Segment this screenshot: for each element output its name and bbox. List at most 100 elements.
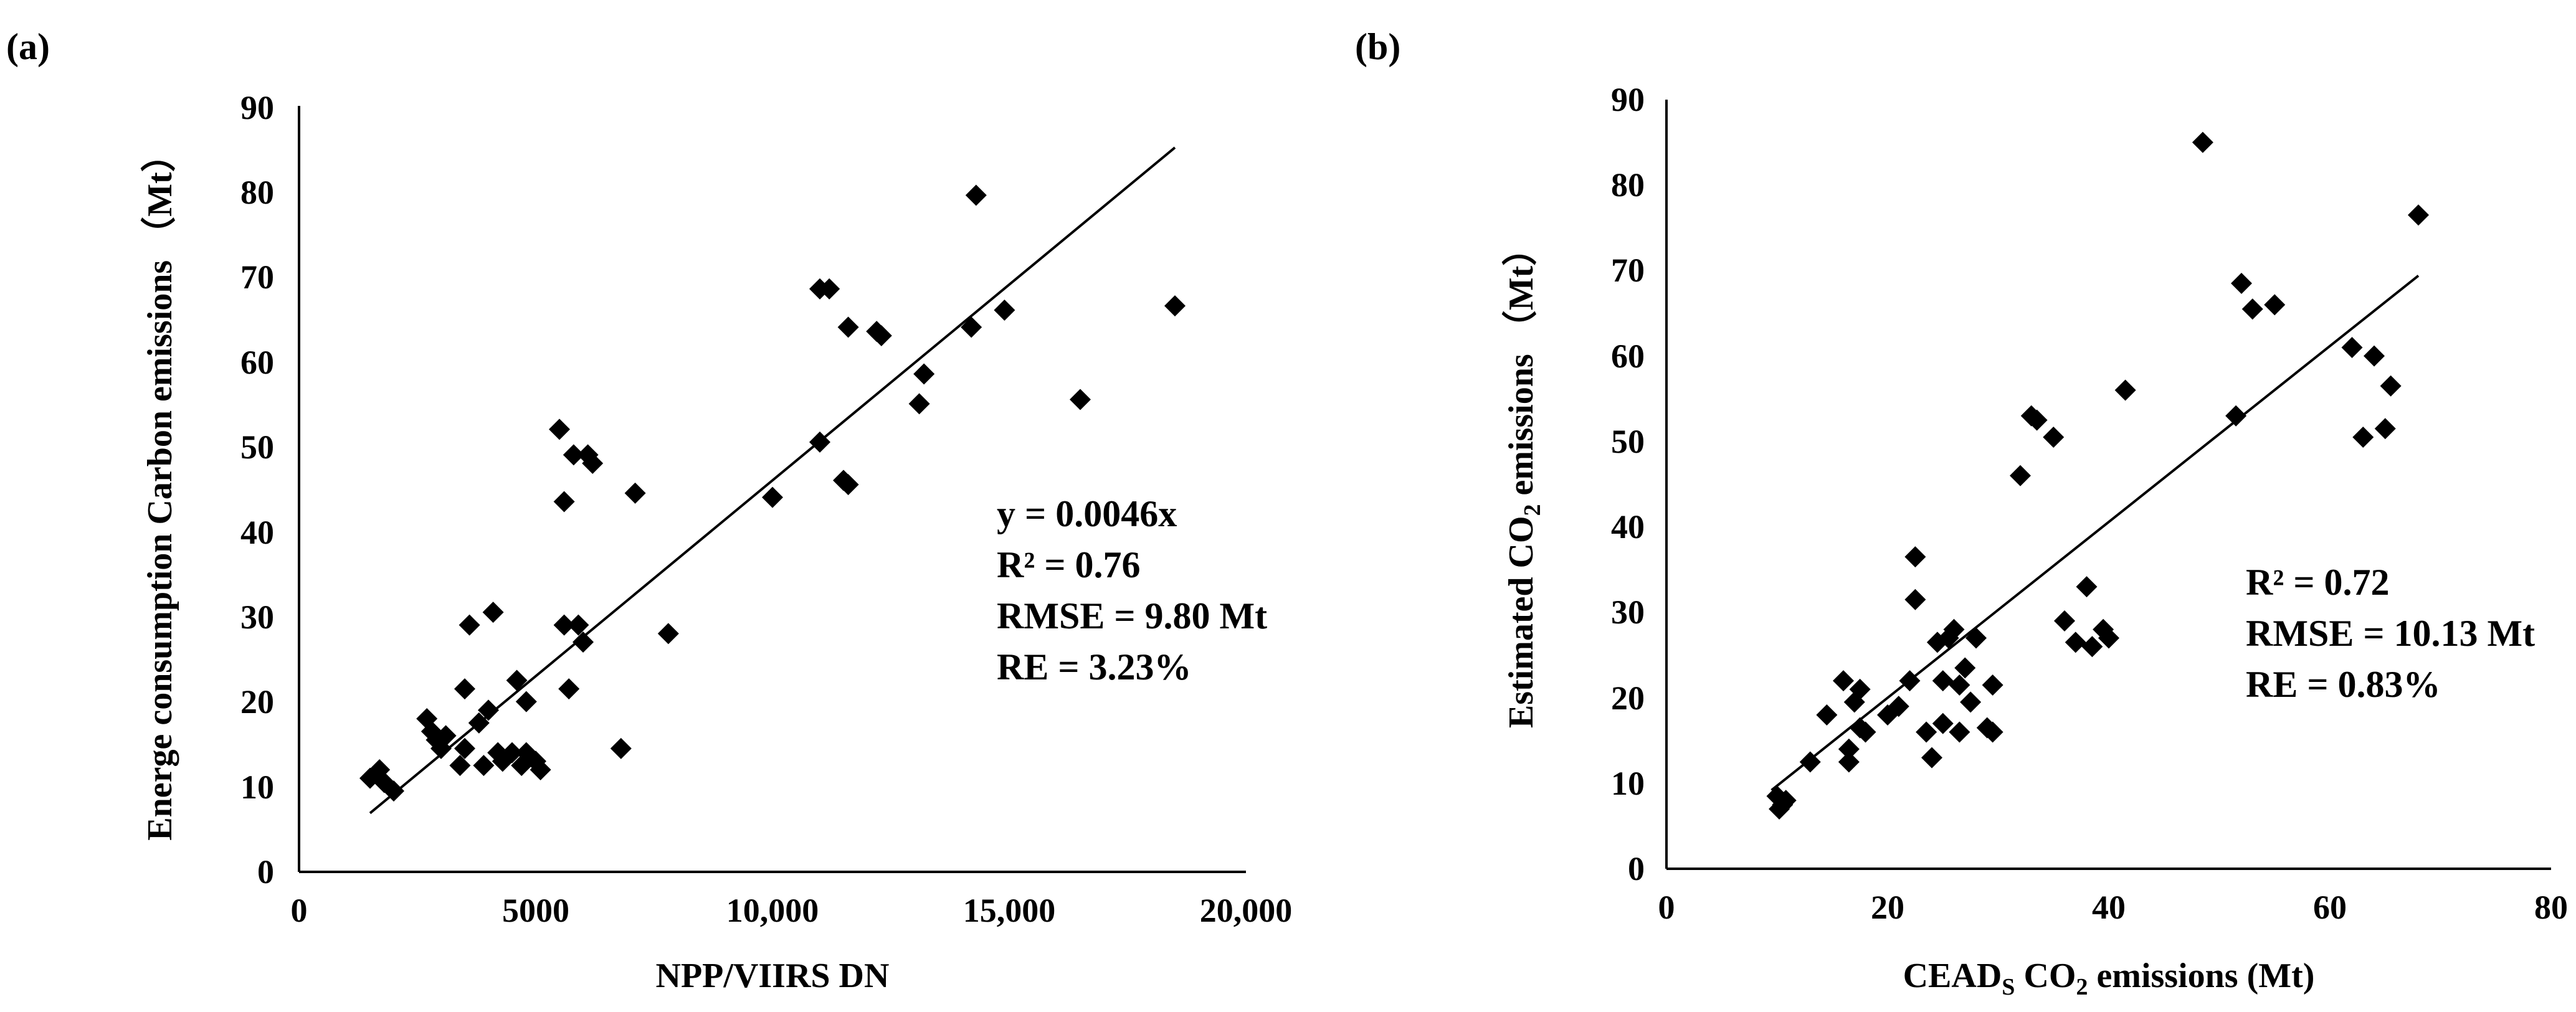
panel-b-data-point [1982,721,2003,743]
panel-b-data-point [1960,691,1982,713]
panel-b-data-point [1775,790,1797,811]
panel-b-xtick: 80 [2534,889,2568,926]
panel-a-ytick: 80 [240,174,274,211]
panel-b-data-point [1838,738,1860,760]
panel-a-data-point [961,316,982,338]
panel-a-xtick: 15,000 [963,892,1056,929]
panel-b-data-point [2408,204,2429,226]
panel-a-equation: y = 0.0046x [997,493,1177,534]
panel-b-x-label-part: CEAD [1903,957,2002,995]
panel-a-data-point [459,614,480,636]
panel-a-data-point [582,453,604,474]
panel-a-data-point [478,699,499,721]
panel-a-data-point [908,393,930,415]
panel-a-data-point [468,712,490,734]
panel-b: (b) 0 10 20 30 40 50 60 70 80 90 0 20 40… [1355,26,2568,1000]
panel-b-data-point [2241,298,2263,320]
panel-a-data-point [549,419,570,440]
panel-a-x-label: NPP/VIIRS DN [656,957,890,995]
panel-b-re: RE = 0.83% [2246,664,2441,705]
panel-b-data-point [2352,427,2374,448]
panel-b-r2: R² = 0.72 [2246,562,2390,603]
panel-b-data-point [1921,747,1942,768]
panel-b-ytick: 40 [1611,508,1645,546]
panel-b-label: (b) [1355,26,1400,67]
panel-a-data-point [454,678,475,700]
panel-a-re: RE = 3.23% [997,646,1192,688]
panel-a-data-point [553,614,575,636]
panel-a-data-point [837,474,859,496]
panel-b-data-point [1888,696,1909,717]
panel-a-data-point [473,755,495,777]
panel-a-data-point [568,614,589,636]
panel-b-ytick: 20 [1611,679,1645,717]
panel-b-data-point [1982,674,2003,696]
panel-a-data-point [558,678,580,700]
panel-b-x-label-part: emissions (Mt) [2088,957,2314,995]
panel-b-axes [1665,100,2551,870]
panel-b-data-point [1904,589,1926,610]
panel-a-data-point [994,300,1015,321]
panel-b-data-point [2076,576,2098,598]
panel-a-ytick: 90 [240,89,274,126]
panel-b-xtick: 20 [1871,889,1904,926]
panel-b-data-point [1799,751,1821,773]
panel-a-axes [298,106,1246,873]
panel-a-data-point [530,759,551,780]
panel-a-ytick: 0 [257,853,274,891]
panel-b-data-point [2341,336,2363,358]
panel-b-data-point [1949,674,1970,696]
panel-b-data-point [1816,704,1838,726]
panel-a-data-point [449,755,471,777]
panel-a-data-point [573,631,594,653]
panel-b-xtick: 0 [1658,889,1675,926]
panel-b-data-point [1965,627,1987,649]
panel-b-data-point [1943,618,1965,640]
panel-b-data-point [2043,427,2065,448]
panel-a-data-point [610,737,632,759]
panel-a-r2: R² = 0.76 [997,544,1141,585]
panel-a-data-point [501,742,523,764]
panel-a-data-point [657,623,679,645]
panel-b-data-point [2093,618,2114,640]
panel-a-data-point [624,482,646,504]
panel-b-trendline [1770,275,2420,792]
panel-b-rmse: RMSE = 10.13 Mt [2246,613,2535,654]
panel-a-ytick: 20 [240,683,274,721]
panel-a-data-point [809,431,830,453]
panel-b-data-point [1916,721,1937,743]
panel-b-data-point [2231,273,2252,295]
panel-b-data-point [2026,409,2048,431]
panel-b-xtick: 40 [2092,889,2126,926]
panel-b-data-point [2364,345,2385,367]
panel-b-x-label-sub: S [2002,974,2015,1000]
panel-b-xtick: 60 [2313,889,2347,926]
panel-b-ytick: 90 [1611,81,1645,118]
panel-a-data-point [454,737,475,759]
panel-a-data-point [913,363,935,385]
panel-a-ytick: 40 [240,514,274,551]
panel-a-ytick: 50 [240,428,274,466]
panel-b-ytick: 80 [1611,166,1645,204]
panel-b-y-label: Estimated CO2 emissions （Mt） [1501,231,1546,728]
panel-a-xtick: 5000 [502,892,569,929]
panel-a-data-point [965,184,987,206]
panel-a-xtick: 20,000 [1200,892,1293,929]
panel-b-data-point [1954,657,1976,679]
panel-a-data-point [435,725,457,747]
panel-a-data-point [553,491,575,513]
panel-a-ytick: 10 [240,768,274,806]
panel-b-ytick: 0 [1628,850,1645,887]
panel-a-ytick: 70 [240,258,274,296]
panel-a-y-label: Energe consumption Carbon emissions （Mt） [140,137,179,840]
panel-b-ytick: 10 [1611,765,1645,802]
panel-b-data-point [2010,465,2031,486]
panel-b-data-point [2264,294,2286,316]
panel-a-ytick: 30 [240,598,274,636]
panel-a: (a) 0 10 20 30 40 50 60 70 80 90 0 5000 … [6,26,1292,995]
panel-b-ytick: 50 [1611,423,1645,460]
panel-b-data-point [1904,546,1926,568]
panel-a-data-point [762,486,783,508]
panel-b-data-point [1855,721,1876,743]
